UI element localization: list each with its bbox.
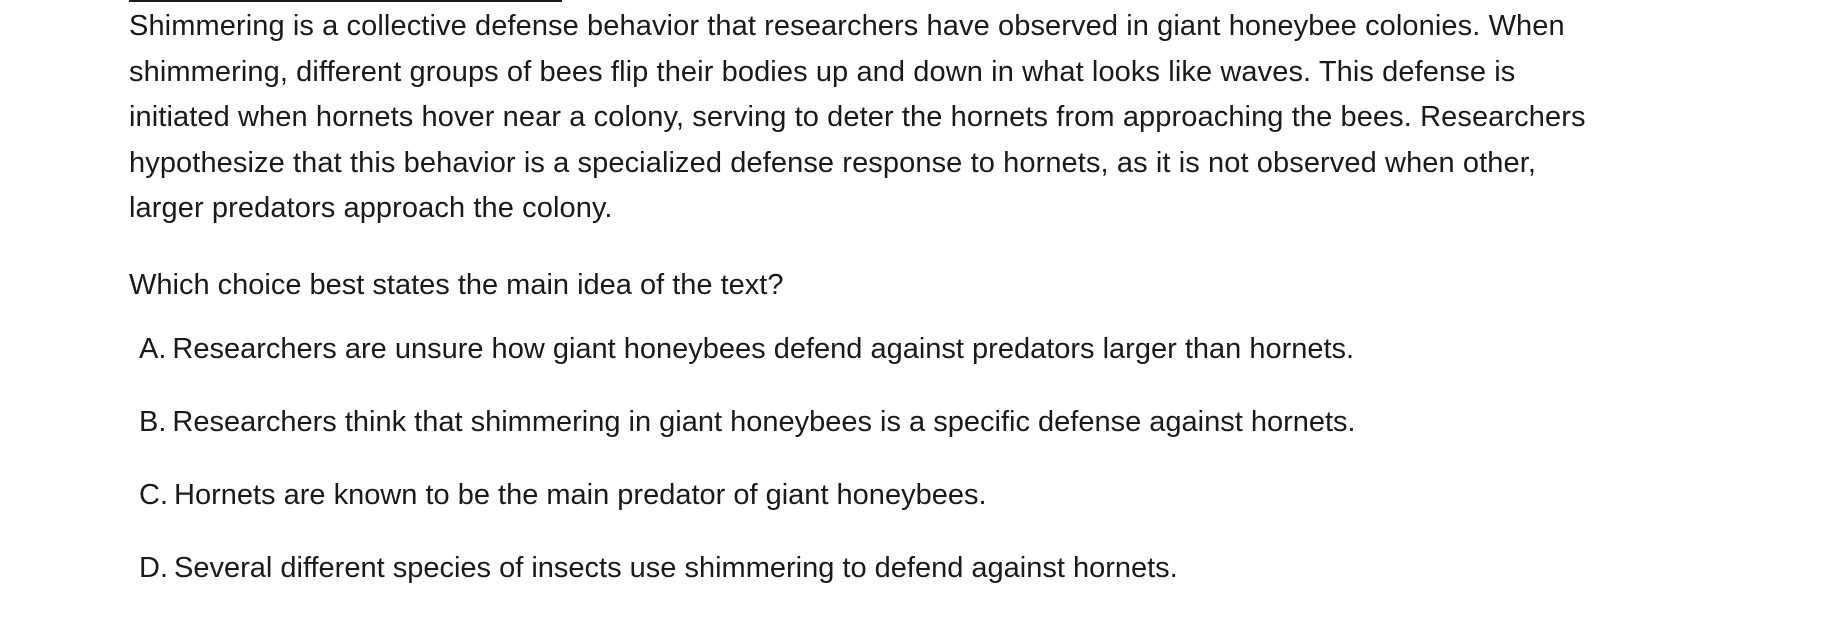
- question-prompt: Which choice best states the main idea o…: [129, 269, 784, 301]
- choice-letter: A.: [139, 333, 167, 365]
- passage-line: shimmering, different groups of bees fli…: [129, 55, 1516, 88]
- choice-d[interactable]: D. Several different species of insects …: [139, 546, 1356, 619]
- answer-choices: A. Researchers are unsure how giant hone…: [139, 327, 1356, 619]
- passage-top-rule: [129, 0, 562, 2]
- passage-text: Shimmering is a collective defense behav…: [129, 4, 1769, 232]
- passage-line: larger predators approach the colony.: [129, 192, 613, 224]
- choice-letter: C.: [139, 479, 168, 511]
- choice-a[interactable]: A. Researchers are unsure how giant hone…: [139, 327, 1356, 400]
- choice-c[interactable]: C. Hornets are known to be the main pred…: [139, 473, 1356, 546]
- passage-line: initiated when hornets hover near a colo…: [129, 101, 1586, 133]
- choice-letter: D.: [139, 552, 168, 584]
- choice-text: Researchers are unsure how giant honeybe…: [172, 333, 1355, 365]
- passage-line: Shimmering is a collective defense behav…: [129, 10, 1565, 42]
- choice-letter: B.: [139, 406, 167, 438]
- choice-text: Several different species of insects use…: [174, 552, 1178, 584]
- choice-text: Hornets are known to be the main predato…: [174, 479, 987, 511]
- choice-b[interactable]: B. Researchers think that shimmering in …: [139, 400, 1356, 473]
- choice-text: Researchers think that shimmering in gia…: [172, 406, 1356, 438]
- passage-line: hypothesize that this behavior is a spec…: [129, 146, 1537, 179]
